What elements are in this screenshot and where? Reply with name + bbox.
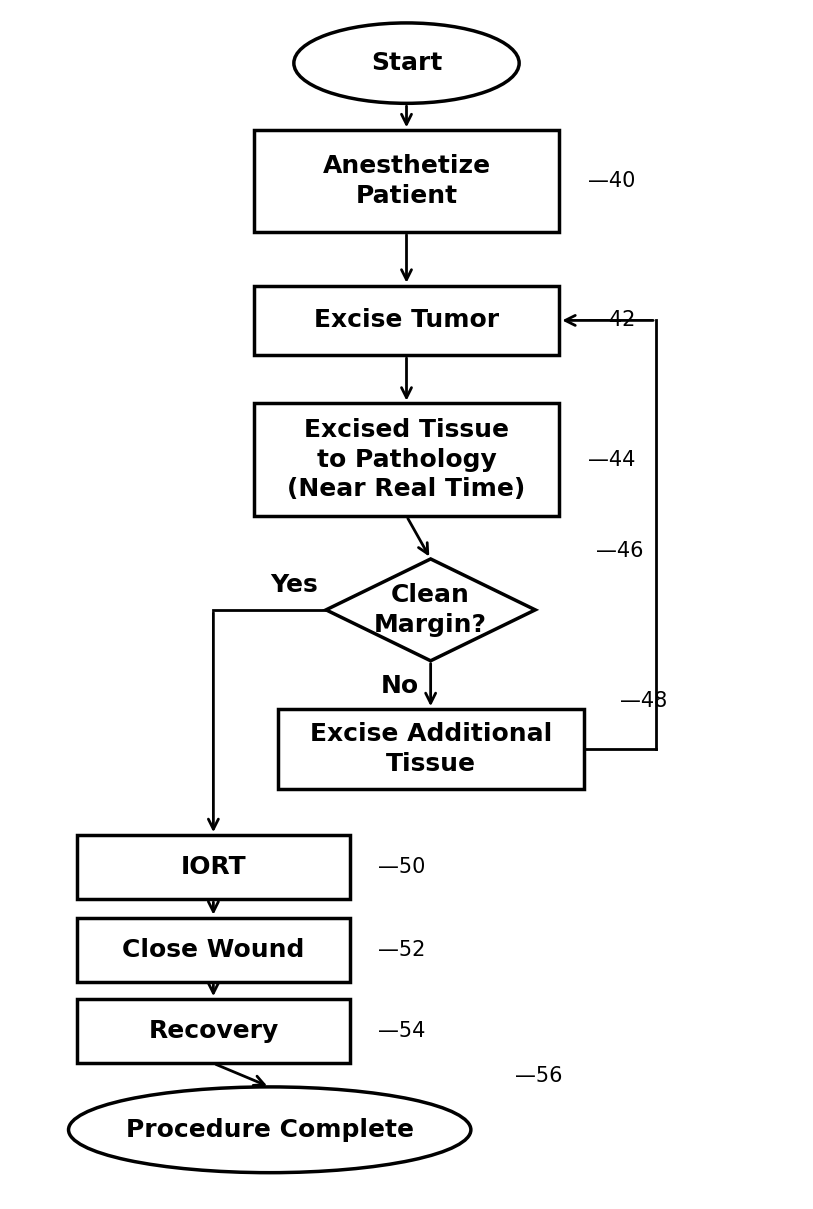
Text: —40: —40 <box>588 170 635 191</box>
FancyBboxPatch shape <box>76 835 350 899</box>
Ellipse shape <box>293 23 520 103</box>
Text: Excise Tumor: Excise Tumor <box>314 308 499 332</box>
Text: —50: —50 <box>378 857 426 878</box>
Text: Recovery: Recovery <box>148 1019 279 1043</box>
Text: —56: —56 <box>515 1066 563 1086</box>
Text: Clean
Margin?: Clean Margin? <box>374 583 487 637</box>
FancyBboxPatch shape <box>254 131 559 232</box>
Text: —54: —54 <box>378 1022 426 1041</box>
Text: —48: —48 <box>620 692 667 711</box>
Text: —44: —44 <box>588 450 635 470</box>
Text: No: No <box>380 673 419 698</box>
Text: Close Wound: Close Wound <box>122 938 305 961</box>
Text: Start: Start <box>371 51 442 75</box>
Text: Excise Additional
Tissue: Excise Additional Tissue <box>310 722 552 776</box>
Text: Yes: Yes <box>270 573 318 597</box>
Ellipse shape <box>68 1087 471 1173</box>
Text: Anesthetize
Patient: Anesthetize Patient <box>323 155 490 208</box>
Text: IORT: IORT <box>180 855 246 879</box>
Text: —42: —42 <box>588 311 635 330</box>
Text: —52: —52 <box>378 939 426 960</box>
FancyBboxPatch shape <box>254 404 559 516</box>
Polygon shape <box>326 559 535 661</box>
Text: Procedure Complete: Procedure Complete <box>126 1118 414 1141</box>
FancyBboxPatch shape <box>76 918 350 982</box>
FancyBboxPatch shape <box>76 999 350 1064</box>
FancyBboxPatch shape <box>278 708 584 789</box>
Text: Excised Tissue
to Pathology
(Near Real Time): Excised Tissue to Pathology (Near Real T… <box>287 418 526 502</box>
Text: —46: —46 <box>596 540 643 561</box>
FancyBboxPatch shape <box>254 285 559 355</box>
